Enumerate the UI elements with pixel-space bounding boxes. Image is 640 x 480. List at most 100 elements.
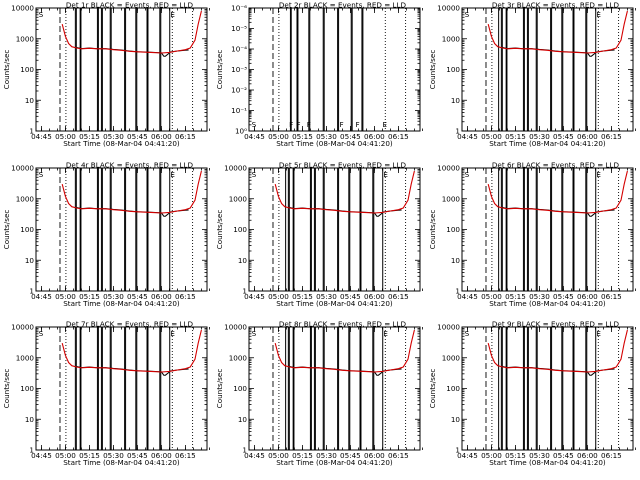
flag-s: S — [39, 170, 44, 179]
flag-s: S — [465, 170, 470, 179]
x-tick-label: 04:45 — [244, 292, 265, 301]
flag-e: E — [383, 170, 388, 179]
plot-frame — [35, 326, 208, 451]
y-tick-label: 10 — [238, 256, 248, 265]
x-tick-label: 05:30 — [316, 451, 337, 460]
x-tick-label: 06:00 — [151, 451, 172, 460]
panel-title: Det 4r BLACK = Events, RED = LLD — [66, 161, 194, 170]
x-tick-label: 06:00 — [151, 132, 172, 141]
y-tick-label: 100 — [233, 384, 247, 393]
y-axis-label: Counts/sec — [428, 50, 437, 90]
x-tick-label: 05:00 — [268, 451, 289, 460]
x-tick-label: 05:30 — [316, 292, 337, 301]
y-tick-label: 10000 — [11, 323, 34, 332]
y-tick-label: 10⁻² — [231, 86, 247, 95]
x-tick-label: 04:45 — [31, 132, 52, 141]
x-tick-label: 06:15 — [601, 132, 622, 141]
panel-det-7: Det 7r BLACK = Events, RED = LLD 1 10 100 10… — [2, 320, 210, 467]
y-tick-label: 100 — [446, 384, 460, 393]
flag-e: E — [596, 329, 601, 338]
panel-det-3: Det 3r BLACK = Events, RED = LLD 1 10 100 10… — [428, 1, 636, 148]
y-tick-label: 1000 — [442, 34, 461, 43]
plot-frame — [461, 7, 634, 132]
panel-det-2: Det 2r BLACK = Events, RED = LLD 10⁰ 10⁻¹ 1… — [215, 1, 423, 148]
x-tick-label: 05:15 — [79, 451, 100, 460]
x-tick-label: 05:00 — [481, 451, 502, 460]
flag-f: F — [307, 120, 311, 129]
flag-s: S — [39, 10, 44, 19]
panel-title: Det 9r BLACK = Events, RED = LLD — [492, 320, 620, 329]
panel-title: Det 8r BLACK = Events, RED = LLD — [279, 320, 407, 329]
x-tick-label: 05:30 — [103, 292, 124, 301]
y-tick-label: 10 — [25, 256, 35, 265]
flag-e: E — [383, 329, 388, 338]
x-tick-label: 05:30 — [103, 132, 124, 141]
lld-series-line — [487, 10, 628, 54]
lld-series-line — [274, 329, 415, 373]
x-tick-label: 05:45 — [127, 451, 148, 460]
panel-title: Det 7r BLACK = Events, RED = LLD — [66, 320, 194, 329]
panel-title: Det 6r BLACK = Events, RED = LLD — [492, 161, 620, 170]
x-tick-label: 05:15 — [505, 292, 526, 301]
panel-det-5: Det 5r BLACK = Events, RED = LLD 1 10 100 10… — [215, 161, 423, 308]
x-tick-label: 05:45 — [340, 451, 361, 460]
y-tick-label: 10000 — [11, 4, 34, 13]
plot-area — [59, 327, 202, 450]
flag-e: E — [596, 10, 601, 19]
flag-f: F — [356, 120, 360, 129]
y-tick-label: 10000 — [437, 4, 460, 13]
plot-area — [59, 168, 202, 291]
y-tick-label: 10000 — [437, 164, 460, 173]
x-tick-label: 05:15 — [505, 451, 526, 460]
plot-area — [272, 327, 415, 450]
y-axis-label: Counts/sec — [428, 369, 437, 409]
y-tick-label: 1000 — [16, 194, 35, 203]
x-tick-label: 06:00 — [577, 451, 598, 460]
x-tick-label: 06:00 — [151, 292, 172, 301]
x-tick-label: 04:45 — [31, 292, 52, 301]
y-axis-label: Counts/sec — [2, 369, 11, 409]
x-tick-label: 06:15 — [601, 292, 622, 301]
y-tick-label: 10⁻¹ — [231, 106, 247, 115]
plot-area — [485, 168, 628, 291]
y-tick-label: 10 — [238, 415, 248, 424]
panel-det-6: Det 6r BLACK = Events, RED = LLD 1 10 100 10… — [428, 161, 636, 308]
panel-title: Det 1r BLACK = Events, RED = LLD — [66, 1, 194, 10]
y-tick-label: 1 — [242, 446, 247, 455]
x-axis-label: Start Time (08-Mar-04 04:41:20) — [489, 139, 606, 148]
x-tick-label: 06:15 — [601, 451, 622, 460]
y-tick-label: 10000 — [437, 323, 460, 332]
x-axis-label: Start Time (08-Mar-04 04:41:20) — [489, 458, 606, 467]
flag-e: E — [383, 120, 388, 129]
x-tick-label: 04:45 — [31, 451, 52, 460]
y-tick-label: 1000 — [442, 194, 461, 203]
y-tick-label: 10 — [25, 96, 35, 105]
y-tick-label: 1 — [29, 446, 34, 455]
plot-area — [272, 8, 407, 131]
x-axis-label: Start Time (08-Mar-04 04:41:20) — [489, 299, 606, 308]
lld-series-line — [61, 10, 202, 54]
x-tick-label: 05:00 — [55, 451, 76, 460]
x-axis-label: Start Time (08-Mar-04 04:41:20) — [276, 299, 393, 308]
x-tick-label: 05:15 — [292, 132, 313, 141]
y-tick-label: 10⁻⁴ — [231, 45, 247, 54]
y-tick-label: 10000 — [11, 164, 34, 173]
x-tick-label: 05:30 — [529, 292, 550, 301]
x-tick-label: 06:00 — [364, 292, 385, 301]
flag-s: S — [252, 329, 257, 338]
panel-det-4: Det 4r BLACK = Events, RED = LLD 1 10 100 10… — [2, 161, 210, 308]
y-tick-label: 1000 — [229, 194, 248, 203]
y-tick-label: 10000 — [224, 164, 247, 173]
plot-frame — [248, 167, 421, 292]
panel-det-8: Det 8r BLACK = Events, RED = LLD 1 10 100 10… — [215, 320, 423, 467]
lld-series-line — [487, 170, 628, 214]
x-tick-label: 05:00 — [481, 292, 502, 301]
flag-s: S — [465, 10, 470, 19]
y-axis-label: Counts/sec — [215, 210, 224, 250]
y-tick-label: 100 — [20, 65, 34, 74]
x-tick-label: 05:45 — [340, 292, 361, 301]
x-tick-label: 05:30 — [103, 451, 124, 460]
x-tick-label: 05:45 — [127, 132, 148, 141]
x-tick-label: 06:00 — [577, 132, 598, 141]
flag-e: E — [170, 10, 175, 19]
